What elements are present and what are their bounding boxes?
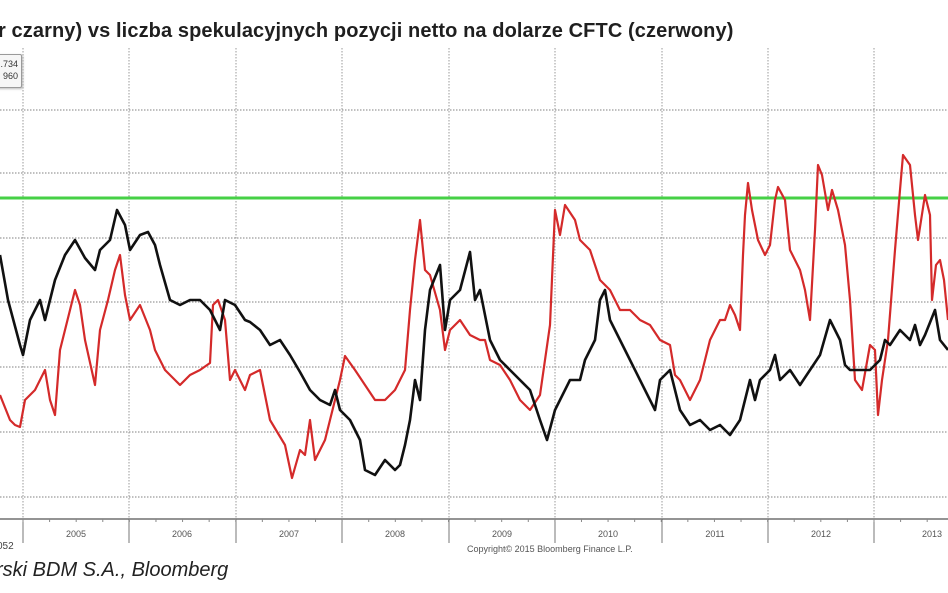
horizontal-gridlines [0,109,948,498]
source-caption: rski BDM S.A., Bloomberg [0,559,229,581]
legend-value-1: .734 [0,59,18,69]
x-axis-label-2010: 2010 [597,529,619,539]
copyright-notice: Copyright© 2015 Bloomberg Finance L.P. [467,544,633,554]
chart-title: r czarny) vs liczba spekulacyjnych pozyc… [0,20,734,42]
x-axis-label-2013: 2013 [921,529,943,539]
black-series-line [0,208,948,477]
x-axis-label-2007: 2007 [278,529,300,539]
x-axis-label-2005: 2005 [65,529,87,539]
vertical-gridlines [22,48,875,543]
axis-fragment-label: 052 [0,541,14,552]
red-series-line [0,153,948,480]
x-axis-label-2008: 2008 [384,529,406,539]
x-axis [0,518,948,522]
x-axis-label-2006: 2006 [171,529,193,539]
x-axis-label-2012: 2012 [810,529,832,539]
legend-box: .734 960 [0,54,22,88]
x-axis-label-2009: 2009 [491,529,513,539]
legend-value-2: 960 [2,71,18,81]
x-axis-label-2011: 2011 [705,529,725,539]
